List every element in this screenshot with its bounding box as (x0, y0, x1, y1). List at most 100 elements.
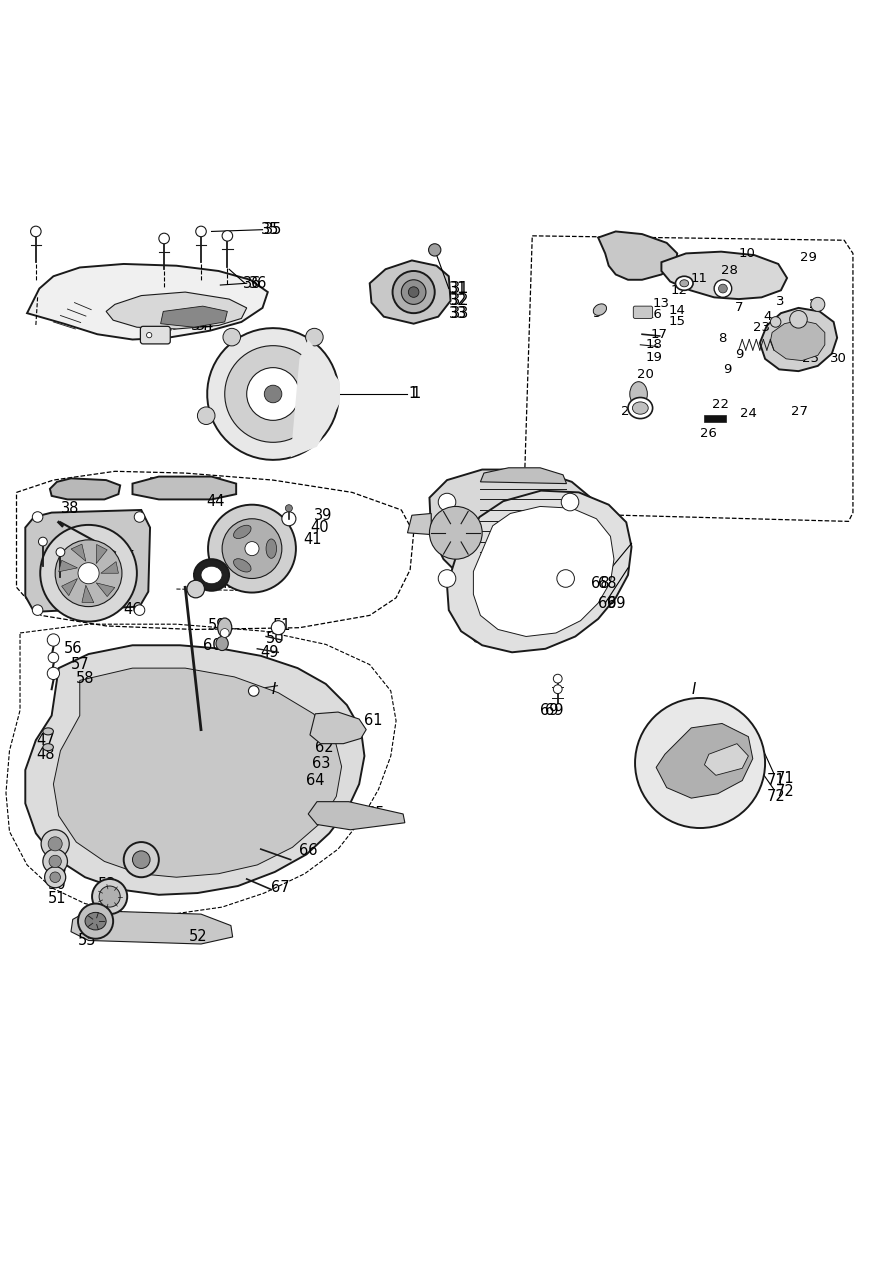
Polygon shape (705, 744, 748, 776)
Text: 19: 19 (646, 351, 663, 364)
Text: 32: 32 (451, 293, 469, 308)
Text: 69: 69 (607, 595, 626, 611)
Polygon shape (62, 579, 77, 595)
Text: 42: 42 (252, 564, 271, 579)
Polygon shape (473, 507, 614, 636)
Circle shape (39, 538, 48, 547)
Ellipse shape (680, 280, 689, 287)
Text: 63: 63 (312, 755, 330, 771)
Polygon shape (308, 801, 405, 829)
Circle shape (246, 367, 299, 420)
Circle shape (438, 493, 456, 511)
Polygon shape (290, 339, 340, 457)
Polygon shape (429, 470, 598, 594)
Text: 3: 3 (775, 296, 784, 308)
Circle shape (282, 512, 296, 526)
Text: 37: 37 (315, 387, 334, 402)
Text: 35: 35 (115, 550, 133, 564)
Ellipse shape (408, 287, 419, 297)
Text: 41: 41 (303, 532, 321, 548)
Text: 43: 43 (218, 576, 237, 591)
Text: 31: 31 (449, 282, 467, 296)
FancyBboxPatch shape (634, 306, 653, 319)
Circle shape (159, 233, 169, 243)
Text: 66: 66 (299, 844, 318, 859)
Polygon shape (770, 320, 825, 361)
Circle shape (55, 540, 122, 607)
Text: 5: 5 (593, 307, 601, 320)
Circle shape (195, 227, 206, 237)
Text: 34: 34 (190, 317, 209, 333)
Text: 62: 62 (315, 740, 334, 755)
Text: 26: 26 (700, 428, 717, 440)
Circle shape (285, 504, 292, 512)
Text: 15: 15 (669, 315, 686, 329)
Polygon shape (480, 467, 567, 484)
Polygon shape (71, 544, 86, 561)
Text: 68: 68 (591, 576, 610, 591)
Text: 70: 70 (192, 572, 211, 588)
Text: 31: 31 (451, 282, 469, 296)
Text: 48: 48 (36, 746, 55, 762)
Text: 68: 68 (598, 576, 617, 591)
Ellipse shape (593, 303, 606, 315)
Text: 69: 69 (540, 703, 559, 718)
Circle shape (31, 227, 41, 237)
Text: 49: 49 (48, 863, 67, 878)
Polygon shape (82, 585, 94, 603)
Text: 38: 38 (61, 500, 79, 516)
Circle shape (49, 855, 62, 868)
Ellipse shape (201, 566, 222, 584)
Polygon shape (27, 264, 268, 339)
Circle shape (223, 329, 240, 346)
Text: 29: 29 (800, 251, 818, 264)
Text: 34: 34 (195, 317, 214, 333)
Ellipse shape (216, 636, 228, 650)
Text: 12: 12 (671, 284, 687, 297)
Text: 35: 35 (264, 223, 282, 237)
Circle shape (222, 518, 282, 579)
Ellipse shape (475, 541, 554, 626)
Polygon shape (161, 306, 227, 328)
FancyBboxPatch shape (141, 326, 170, 344)
Ellipse shape (266, 539, 276, 558)
Text: 9: 9 (735, 348, 744, 361)
Text: 35: 35 (119, 550, 136, 564)
Circle shape (264, 385, 282, 403)
Circle shape (208, 504, 296, 593)
Circle shape (92, 879, 128, 914)
Text: 8: 8 (718, 332, 726, 346)
Polygon shape (96, 544, 107, 563)
Polygon shape (59, 561, 77, 572)
Text: 27: 27 (791, 404, 809, 419)
Ellipse shape (217, 618, 231, 637)
Polygon shape (310, 712, 366, 744)
Text: 65: 65 (366, 806, 385, 822)
Ellipse shape (233, 525, 251, 539)
Polygon shape (101, 562, 119, 573)
Text: 35: 35 (260, 223, 279, 237)
Circle shape (635, 698, 765, 828)
Text: 9: 9 (722, 364, 731, 376)
Ellipse shape (43, 728, 54, 735)
Text: 64: 64 (306, 773, 325, 788)
Text: 69: 69 (546, 703, 564, 718)
Circle shape (305, 329, 323, 346)
Circle shape (48, 634, 60, 646)
Circle shape (147, 333, 152, 338)
Text: 16: 16 (646, 308, 663, 321)
Circle shape (770, 316, 781, 328)
Polygon shape (704, 415, 726, 422)
Text: 53: 53 (98, 877, 115, 892)
Text: 20: 20 (637, 369, 654, 381)
Circle shape (133, 851, 150, 868)
Ellipse shape (676, 276, 693, 291)
Circle shape (789, 311, 807, 328)
Text: 32: 32 (449, 293, 467, 308)
Text: 59: 59 (208, 618, 226, 634)
Ellipse shape (630, 381, 648, 406)
Circle shape (220, 628, 229, 637)
Polygon shape (133, 476, 236, 499)
Circle shape (33, 605, 43, 616)
Text: 23: 23 (752, 321, 770, 334)
